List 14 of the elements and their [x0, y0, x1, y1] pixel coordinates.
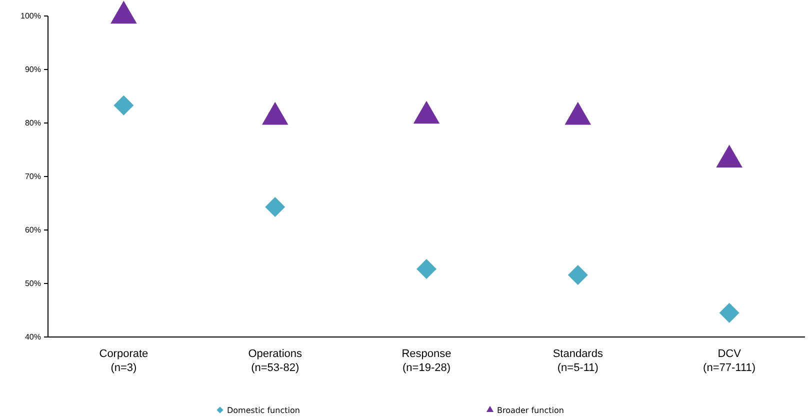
x-tick-label: Corporate (n=3) [99, 348, 148, 374]
y-tick-label: 50% [24, 279, 41, 288]
y-tick-label: 90% [24, 65, 41, 74]
y-tick-label: 80% [24, 118, 41, 128]
x-tick-label: Response (n=19-28) [402, 348, 452, 374]
y-tick-label: 60% [24, 226, 41, 235]
y-tick-label: 100% [20, 12, 41, 21]
x-tick-label: Standards (n=5-11) [552, 348, 604, 374]
x-tick-label: DCV (n=77-111) [703, 348, 756, 374]
x-tick-label: Operations (n=53-82) [248, 348, 302, 374]
legend-label: Broader function [497, 406, 564, 415]
y-tick-label: 40% [24, 332, 41, 342]
legend-label: Domestic function [227, 406, 300, 415]
y-tick-label: 70% [24, 172, 41, 182]
